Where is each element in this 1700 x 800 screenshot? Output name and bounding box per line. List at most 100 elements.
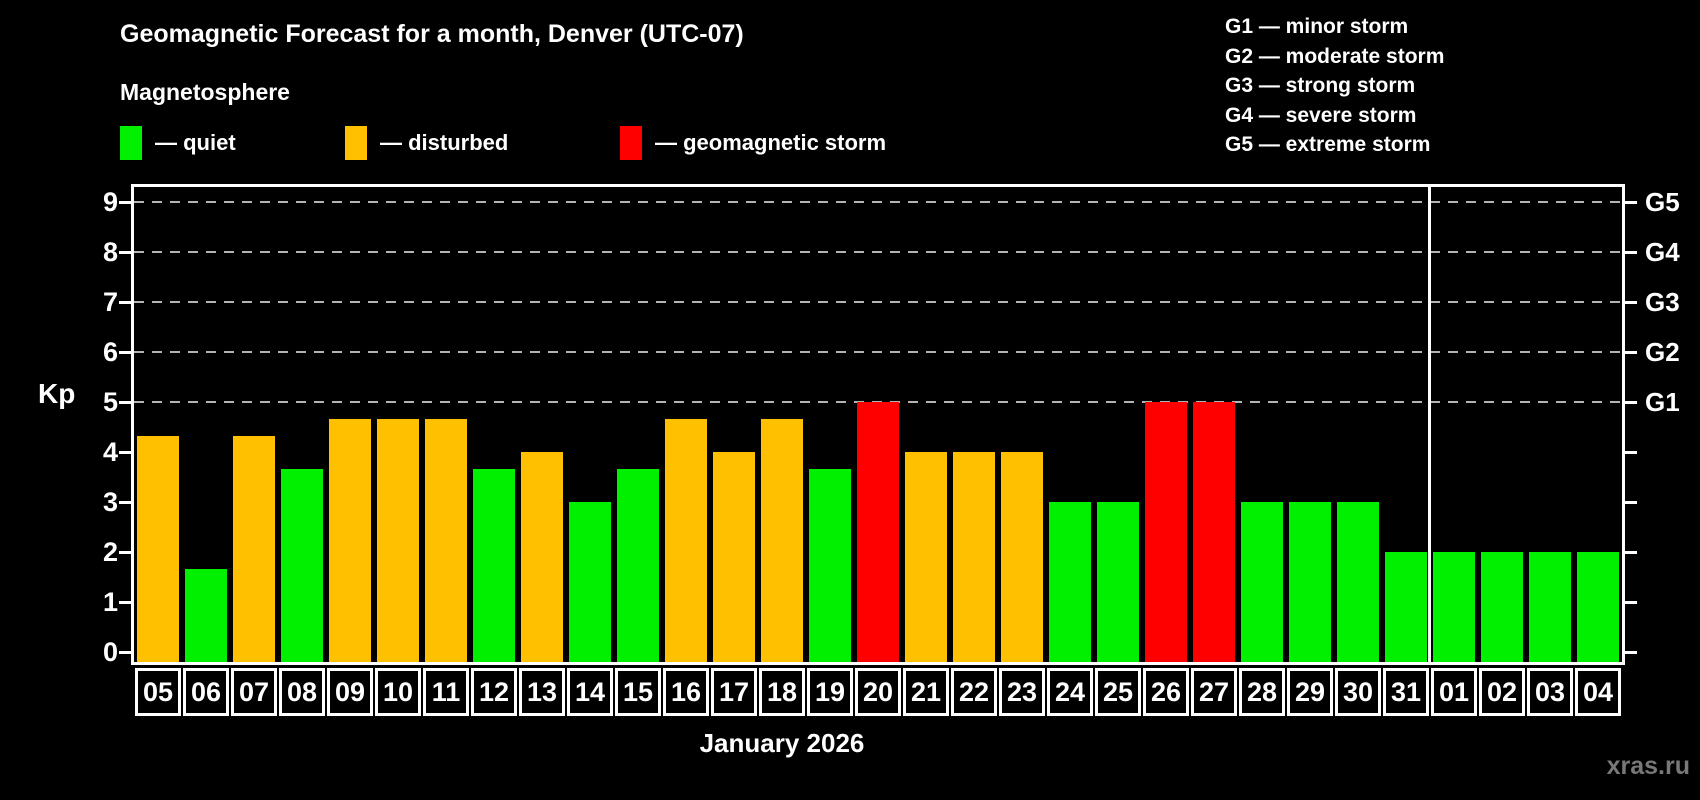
kp-bar-day-03 xyxy=(1529,552,1571,662)
gridline-kp6 xyxy=(134,351,1622,353)
kp-bar-day-30 xyxy=(1337,502,1379,662)
kp-bar-day-13 xyxy=(521,452,563,662)
y-tick-label-9: 9 xyxy=(102,187,118,217)
date-label-30: 30 xyxy=(1335,668,1381,716)
y-tick-label-1: 1 xyxy=(102,587,118,617)
kp-bar-day-05 xyxy=(137,435,179,662)
kp-bar-day-31 xyxy=(1385,552,1427,662)
date-label-22: 22 xyxy=(951,668,997,716)
right-tick-kp9 xyxy=(1625,201,1637,204)
kp-bar-day-25 xyxy=(1097,502,1139,662)
date-label-23: 23 xyxy=(999,668,1045,716)
kp-bar-day-15 xyxy=(617,468,659,662)
y-tick-label-0: 0 xyxy=(102,637,118,667)
left-tick-kp1 xyxy=(119,601,131,604)
storm-scale-line-g3: G3 — strong storm xyxy=(1225,74,1416,97)
y-tick-label-5: 5 xyxy=(102,387,118,417)
date-label-20: 20 xyxy=(855,668,901,716)
kp-bar-day-23 xyxy=(1001,452,1043,662)
date-label-27: 27 xyxy=(1191,668,1237,716)
date-label-18: 18 xyxy=(759,668,805,716)
date-label-10: 10 xyxy=(375,668,421,716)
gridline-kp9 xyxy=(134,201,1622,203)
date-label-04: 04 xyxy=(1575,668,1621,716)
y-axis-title: Kp xyxy=(38,378,76,409)
left-tick-kp5 xyxy=(119,401,131,404)
kp-bar-day-11 xyxy=(425,418,467,662)
date-label-28: 28 xyxy=(1239,668,1285,716)
right-tick-kp5 xyxy=(1625,401,1637,404)
kp-bar-day-16 xyxy=(665,418,707,662)
kp-bar-day-21 xyxy=(905,452,947,662)
kp-bar-day-24 xyxy=(1049,502,1091,662)
date-label-14: 14 xyxy=(567,668,613,716)
date-label-03: 03 xyxy=(1527,668,1573,716)
right-tick-kp6 xyxy=(1625,351,1637,354)
plot-area xyxy=(131,184,1625,665)
left-tick-kp8 xyxy=(119,251,131,254)
legend-label-quiet: — quiet xyxy=(155,130,236,155)
storm-scale-legend: G1 — minor storm G2 — moderate storm G3 — … xyxy=(1225,12,1444,160)
month-separator-line xyxy=(1428,187,1431,662)
kp-bar-day-02 xyxy=(1481,552,1523,662)
storm-scale-line-g2: G2 — moderate storm xyxy=(1225,44,1445,68)
legend-item-quiet: — quiet xyxy=(120,124,236,162)
right-axis-label-g4: G4 xyxy=(1645,237,1680,267)
y-tick-label-2: 2 xyxy=(102,537,118,567)
date-label-05: 05 xyxy=(135,668,181,716)
x-axis-title: January 2026 xyxy=(699,728,865,758)
date-label-26: 26 xyxy=(1143,668,1189,716)
date-label-12: 12 xyxy=(471,668,517,716)
kp-bar-day-20 xyxy=(857,402,899,662)
right-tick-kp2 xyxy=(1625,551,1637,554)
left-tick-kp4 xyxy=(119,451,131,454)
storm-scale-line-g5: G5 — extreme storm xyxy=(1225,133,1431,156)
y-tick-label-4: 4 xyxy=(102,437,118,467)
right-axis-label-g1: G1 xyxy=(1645,387,1680,417)
kp-bar-day-28 xyxy=(1241,502,1283,662)
kp-bar-day-12 xyxy=(473,468,515,662)
right-tick-kp4 xyxy=(1625,451,1637,454)
legend-item-disturbed: — disturbed xyxy=(345,124,508,162)
gridline-kp7 xyxy=(134,301,1622,303)
date-label-07: 07 xyxy=(231,668,277,716)
left-tick-kp3 xyxy=(119,501,131,504)
right-tick-kp0 xyxy=(1625,651,1637,654)
kp-bar-day-10 xyxy=(377,418,419,662)
left-tick-kp2 xyxy=(119,551,131,554)
storm-scale-line-g1: G1 — minor storm xyxy=(1225,15,1409,38)
date-label-21: 21 xyxy=(903,668,949,716)
kp-bar-day-17 xyxy=(713,452,755,662)
kp-bar-day-06 xyxy=(185,568,227,662)
date-label-17: 17 xyxy=(711,668,757,716)
kp-bar-day-14 xyxy=(569,502,611,662)
gridline-kp8 xyxy=(134,251,1622,253)
storm-scale-line-g4: G4 — severe storm xyxy=(1225,103,1417,127)
quiet-color-swatch xyxy=(120,126,142,160)
kp-bar-day-08 xyxy=(281,468,323,662)
kp-bar-day-09 xyxy=(329,418,371,662)
date-label-13: 13 xyxy=(519,668,565,716)
right-tick-kp1 xyxy=(1625,601,1637,604)
storm-color-swatch xyxy=(620,126,642,160)
legend-item-storm: — geomagnetic storm xyxy=(620,124,886,162)
date-label-08: 08 xyxy=(279,668,325,716)
y-tick-label-3: 3 xyxy=(102,487,118,517)
date-label-01: 01 xyxy=(1431,668,1477,716)
kp-bar-day-18 xyxy=(761,418,803,662)
watermark: xras.ru xyxy=(1606,752,1690,780)
date-label-25: 25 xyxy=(1095,668,1141,716)
left-tick-kp0 xyxy=(119,651,131,654)
kp-bar-day-01 xyxy=(1433,552,1475,662)
date-label-19: 19 xyxy=(807,668,853,716)
right-axis-label-g2: G2 xyxy=(1645,337,1680,367)
date-label-02: 02 xyxy=(1479,668,1525,716)
left-tick-kp7 xyxy=(119,301,131,304)
disturbed-color-swatch xyxy=(345,126,367,160)
kp-bar-day-04 xyxy=(1577,552,1619,662)
date-label-16: 16 xyxy=(663,668,709,716)
right-tick-kp8 xyxy=(1625,251,1637,254)
kp-bar-day-26 xyxy=(1145,402,1187,662)
y-tick-label-7: 7 xyxy=(102,287,118,317)
